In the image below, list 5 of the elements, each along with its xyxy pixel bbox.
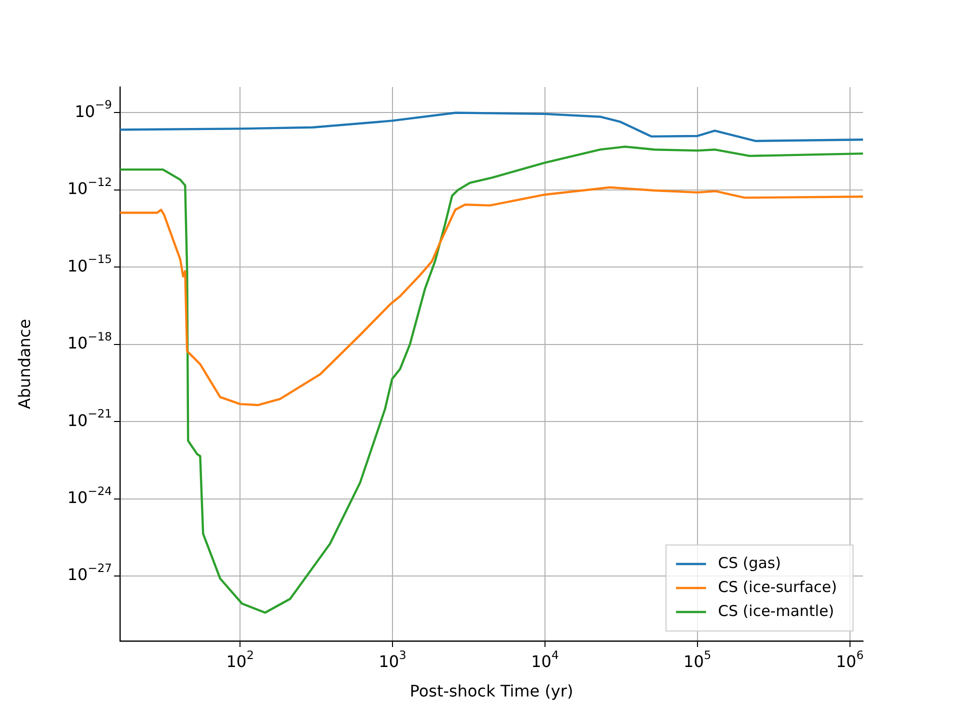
x-axis-title: Post-shock Time (yr) — [410, 682, 574, 701]
legend-label: CS (ice-mantle) — [718, 602, 834, 620]
legend-label: CS (ice-surface) — [718, 578, 838, 596]
legend-label: CS (gas) — [718, 554, 782, 572]
y-axis-title: Abundance — [14, 318, 34, 410]
